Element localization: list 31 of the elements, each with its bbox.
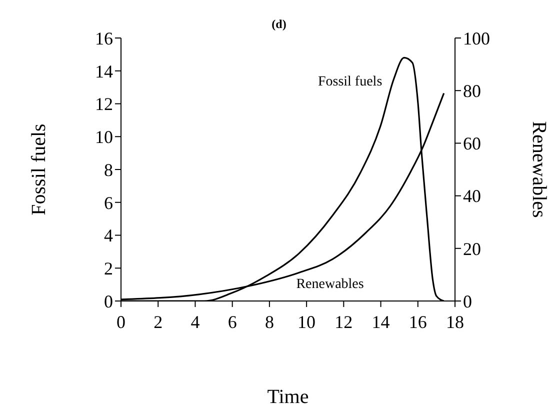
y-tick-label: 14 xyxy=(95,61,113,82)
x-tick-label: 12 xyxy=(334,312,353,332)
y-tick-label: 8 xyxy=(104,160,113,180)
series-label: Renewables xyxy=(296,277,364,292)
y2-tick-label: 100 xyxy=(463,28,490,48)
x-axis-title: Time xyxy=(267,386,309,408)
y2-tick-label: 40 xyxy=(463,186,481,206)
y2-axis-title: Renewables xyxy=(528,121,550,218)
y-tick-label: 6 xyxy=(104,192,113,213)
y-tick-label: 0 xyxy=(104,291,113,312)
y-tick-label: 16 xyxy=(95,28,113,48)
x-tick-label: 4 xyxy=(190,312,200,332)
y-tick-label: 2 xyxy=(104,258,113,279)
x-tick-label: 16 xyxy=(408,312,427,332)
y2-tick-label: 20 xyxy=(463,238,481,259)
y-tick-label: 10 xyxy=(95,127,113,148)
y2-tick-label: 80 xyxy=(463,80,481,101)
series-label: Fossil fuels xyxy=(318,74,382,90)
x-tick-label: 8 xyxy=(264,312,274,332)
y-axis-title: Fossil fuels xyxy=(28,123,50,216)
y2-tick-label: 0 xyxy=(463,291,472,312)
x-tick-label: 10 xyxy=(298,312,316,332)
y2-tick-label: 60 xyxy=(463,134,481,154)
y-tick-label: 4 xyxy=(104,226,113,246)
y-tick-label: 12 xyxy=(95,94,113,114)
x-tick-label: 6 xyxy=(228,312,237,332)
x-tick-label: 0 xyxy=(116,312,126,332)
chart-title: (d) xyxy=(272,17,286,31)
x-tick-label: 2 xyxy=(154,312,163,332)
x-tick-label: 18 xyxy=(446,312,464,332)
x-tick-label: 14 xyxy=(372,312,390,332)
